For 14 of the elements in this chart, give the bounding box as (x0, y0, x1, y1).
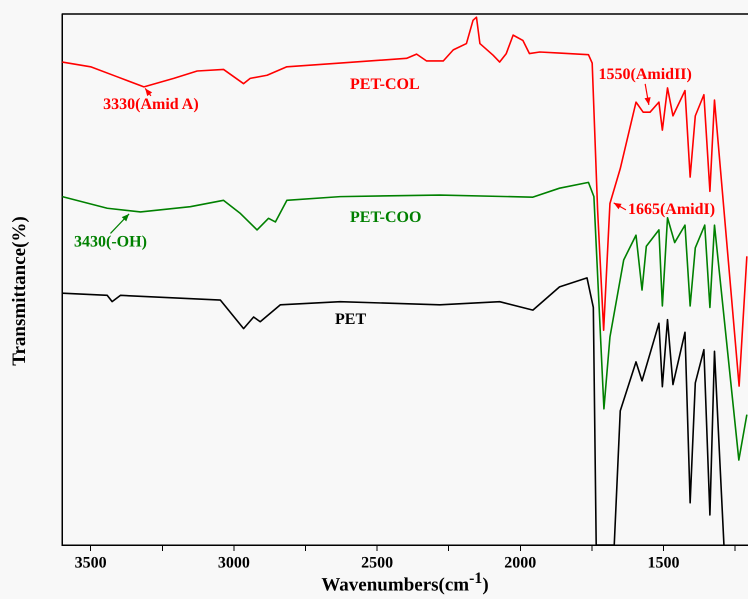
series-label: PET-COL (350, 76, 420, 94)
annotation: 3330(Amid A) (103, 96, 199, 113)
x-tick-label: 2000 (504, 554, 536, 572)
annotation: 1550(AmidII) (598, 66, 692, 84)
x-tick-label: 3000 (218, 554, 250, 572)
series-label: PET-COO (350, 209, 422, 226)
x-tick-label: 1500 (648, 554, 680, 572)
annotation: 3430(-OH) (74, 234, 147, 251)
y-axis-title: Transmittance(%) (9, 215, 31, 368)
x-tick-label: 3500 (74, 554, 107, 572)
annotation: 1665(AmidI) (628, 201, 716, 218)
x-axis-title: Wavenumbers(cm$^{-1}$) (320, 570, 490, 596)
series-label: PET (335, 311, 366, 328)
x-tick-label: 2500 (361, 554, 394, 572)
